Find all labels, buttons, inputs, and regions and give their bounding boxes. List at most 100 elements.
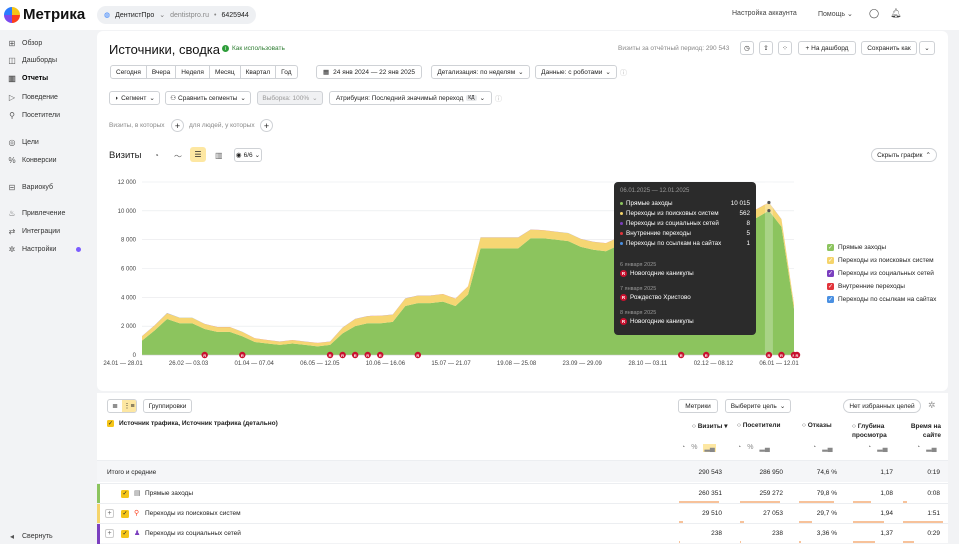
- legend-label: Переходы по ссылкам на сайтах: [838, 296, 937, 303]
- bar-icon[interactable]: ▂▄: [759, 445, 770, 452]
- bar-icon[interactable]: ▂▄: [822, 445, 833, 452]
- collapse-sidebar-button[interactable]: ◂ Свернуть: [8, 530, 53, 542]
- pie-icon[interactable]: ◔: [916, 444, 921, 451]
- tree-view-icon[interactable]: ⋮≡: [122, 400, 136, 412]
- legend-search[interactable]: ✓ Переходы из поисковых систем: [827, 257, 934, 264]
- bell-icon[interactable]: 🔔︎: [890, 8, 902, 18]
- sample-dropdown[interactable]: Выборка: 100% ⌄: [257, 91, 323, 105]
- sidebar-item-label: Вариокуб: [22, 183, 53, 191]
- add-people-filter-button[interactable]: +: [260, 119, 273, 132]
- checkbox-icon[interactable]: ✓: [121, 490, 129, 498]
- holiday-marker: [414, 351, 422, 359]
- line-chart-icon[interactable]: 〜: [174, 152, 182, 161]
- sidebar-item-reports[interactable]: ▥ Отчеты: [8, 72, 48, 84]
- holiday-badge-icon: R: [620, 294, 627, 301]
- settings-gear-icon[interactable]: ✲: [928, 400, 936, 410]
- save-as-dropdown[interactable]: ⌄: [919, 41, 935, 55]
- period-quarter[interactable]: Квартал: [241, 66, 277, 78]
- sidebar-item-conversions[interactable]: % Конверсии: [8, 154, 56, 166]
- legend-internal[interactable]: ✓ Внутренние переходы: [827, 283, 905, 290]
- segment-dropdown[interactable]: ◑ Сегмент ⌄: [109, 91, 160, 105]
- share-button[interactable]: ⁘: [778, 41, 792, 55]
- series-dot: [620, 202, 623, 205]
- bar-icon[interactable]: ▂▄: [926, 445, 937, 452]
- period-today[interactable]: Сегодня: [111, 66, 147, 78]
- sidebar-item-integrations[interactable]: ⇄ Интеграции: [8, 225, 60, 237]
- column-visitors[interactable]: ○ Посетители: [737, 422, 781, 429]
- row-value-bar: [740, 541, 741, 543]
- save-as-button[interactable]: Сохранить как: [861, 41, 917, 55]
- column-chart-icon[interactable]: ▥: [215, 151, 223, 160]
- series-selector[interactable]: ◉ 6/6 ⌄: [234, 148, 262, 162]
- account-settings-link[interactable]: Настройка аккаунта: [732, 10, 797, 17]
- history-button[interactable]: ◷: [740, 41, 754, 55]
- sidebar-item-behavior[interactable]: ▷ Поведение: [8, 91, 58, 103]
- sidebar-item-dashboards[interactable]: ◫ Дашборды: [8, 54, 57, 66]
- column-bounces[interactable]: ○ Отказы: [802, 422, 832, 429]
- dimension-header[interactable]: ✓ Источник трафика, Источник трафика (де…: [107, 420, 278, 427]
- checkbox-icon[interactable]: ✓: [121, 530, 129, 538]
- sidebar-item-acquisition[interactable]: ♨ Привлечение: [8, 207, 65, 219]
- pie-icon[interactable]: ◔: [812, 444, 817, 451]
- sidebar-item-variocube[interactable]: ⊟ Вариокуб: [8, 181, 53, 193]
- data-mode-dropdown[interactable]: Данные: с роботами ⌄: [535, 65, 617, 79]
- column-visits[interactable]: ○ Визиты ▾: [692, 423, 728, 430]
- table-row[interactable]: + ✓ ⚲ Переходы из поисковых систем 29 510 27 …: [97, 503, 948, 524]
- visits-area-chart[interactable]: 0 2 000 4 000 6 000 8 000 10 000 12 000 24.01 —…: [97, 171, 948, 371]
- legend-social[interactable]: ✓ Переходы из социальных сетей: [827, 270, 934, 277]
- period-yesterday[interactable]: Вчера: [147, 66, 177, 78]
- expand-row-button[interactable]: +: [105, 509, 114, 518]
- area-chart-button[interactable]: ☰: [190, 147, 206, 162]
- pie-icon[interactable]: ◔: [737, 444, 742, 451]
- favorite-goals-button[interactable]: Нет избранных целей: [843, 399, 921, 413]
- hide-chart-button[interactable]: Скрыть график ⌃: [871, 148, 937, 162]
- sidebar-item-goals[interactable]: ◎ Цели: [8, 136, 39, 148]
- legend-direct[interactable]: ✓ Прямые заходы: [827, 244, 886, 251]
- sidebar-item-settings[interactable]: ✲ Настройки: [8, 243, 82, 255]
- holiday-name: Рождество Христово: [630, 294, 691, 301]
- bar-icon[interactable]: ▂▄: [877, 445, 888, 452]
- export-button[interactable]: ⇪: [759, 41, 773, 55]
- add-to-dashboard-button[interactable]: + На дашборд: [798, 41, 856, 55]
- table-row[interactable]: + ✓ ♟ Переходы из социальных сетей 238 238 3,3…: [97, 523, 948, 544]
- help-menu[interactable]: Помощь ⌄: [818, 10, 853, 18]
- tooltip-row-value: 1: [746, 240, 750, 247]
- add-visit-filter-button[interactable]: +: [171, 119, 184, 132]
- compare-segments-dropdown[interactable]: ⚇ Сравнить сегменты ⌄: [165, 91, 251, 105]
- tooltip-row-value: 8: [746, 220, 750, 227]
- detail-dropdown[interactable]: Детализация: по неделям ⌄: [431, 65, 530, 79]
- sidebar-item-visitors[interactable]: ⚲ Посетители: [8, 109, 60, 121]
- holiday-marker: [351, 351, 359, 359]
- column-time[interactable]: Время на сайте: [905, 422, 941, 440]
- pie-icon[interactable]: ◔: [867, 444, 872, 451]
- column-depth[interactable]: ○ Глубина просмотра: [852, 423, 887, 439]
- groupings-button[interactable]: Группировки: [143, 399, 192, 413]
- bar-icon[interactable]: ▂▄: [703, 444, 716, 452]
- percent-icon[interactable]: %: [691, 444, 698, 451]
- choose-goal-dropdown[interactable]: Выберите цель ⌄: [725, 399, 791, 413]
- date-range-picker[interactable]: ▦ 24 янв 2024 — 22 янв 2025: [316, 65, 422, 79]
- logo[interactable]: Метрика: [4, 6, 85, 23]
- pie-icon[interactable]: ◔: [681, 444, 686, 451]
- table-row[interactable]: ✓ ▤ Прямые заходы 260 351 259 272 79,8 % 1,08 0…: [97, 483, 948, 504]
- percent-icon[interactable]: %: [747, 444, 754, 451]
- expand-row-button[interactable]: +: [105, 529, 114, 538]
- counter-selector[interactable]: ◍ ДентистПро ⌄ dentistpro.ru • 6425944: [97, 6, 256, 24]
- period-year[interactable]: Год: [281, 68, 292, 76]
- how-to-use-link[interactable]: i Как использовать: [222, 45, 285, 52]
- help-circle-icon[interactable]: ⓘ: [495, 96, 502, 103]
- help-circle-icon[interactable]: ⓘ: [620, 70, 627, 77]
- pie-chart-icon[interactable]: ◔: [154, 151, 159, 160]
- bounces-column-tools: ◔ ▂▄: [812, 444, 833, 452]
- sidebar-item-overview[interactable]: ⊞ Обзор: [8, 37, 43, 49]
- sidebar-item-label: Настройки: [22, 245, 57, 253]
- holiday-marker: [778, 351, 785, 359]
- period-month[interactable]: Месяц: [210, 66, 241, 78]
- period-week[interactable]: Неделя: [176, 66, 210, 78]
- legend-links[interactable]: ✓ Переходы по ссылкам на сайтах: [827, 296, 936, 303]
- attribution-dropdown[interactable]: Атрибуция: Последний значимый переход КД ⌄: [329, 91, 492, 105]
- list-view-icon[interactable]: ≣: [112, 403, 118, 410]
- metrics-button[interactable]: Метрики: [678, 399, 718, 413]
- chat-icon[interactable]: ◯: [869, 8, 880, 18]
- checkbox-icon[interactable]: ✓: [121, 510, 129, 518]
